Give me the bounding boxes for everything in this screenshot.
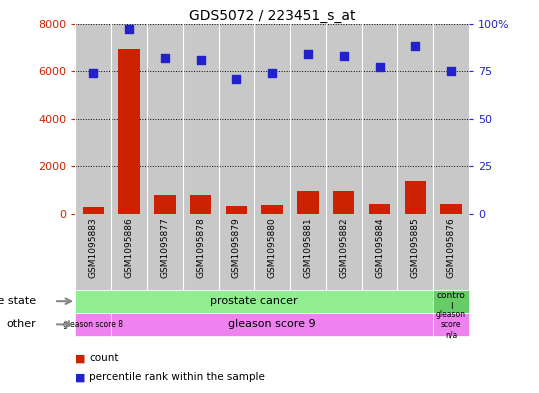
Bar <box>82 207 104 213</box>
Point <box>232 75 241 82</box>
Point <box>196 57 205 63</box>
Bar <box>405 181 426 213</box>
Point <box>375 64 384 70</box>
Point <box>411 43 419 50</box>
Text: GSM1095882: GSM1095882 <box>339 217 348 278</box>
Text: gleason score 8: gleason score 8 <box>64 320 123 329</box>
Text: gleason
score
n/a: gleason score n/a <box>436 310 466 339</box>
Text: GSM1095880: GSM1095880 <box>268 217 277 278</box>
Text: gleason score 9: gleason score 9 <box>229 320 316 329</box>
Text: count: count <box>89 353 119 364</box>
Text: GSM1095884: GSM1095884 <box>375 217 384 278</box>
Bar <box>297 191 319 213</box>
Text: ■: ■ <box>75 353 86 364</box>
Text: ■: ■ <box>75 372 86 382</box>
Text: GSM1095881: GSM1095881 <box>303 217 313 278</box>
Title: GDS5072 / 223451_s_at: GDS5072 / 223451_s_at <box>189 9 355 22</box>
Bar <box>433 313 469 336</box>
Bar <box>119 48 140 213</box>
Point <box>268 70 277 76</box>
Point <box>303 51 312 57</box>
Bar <box>369 204 390 213</box>
Text: GSM1095879: GSM1095879 <box>232 217 241 278</box>
Bar <box>440 204 462 213</box>
Text: GSM1095878: GSM1095878 <box>196 217 205 278</box>
Point <box>161 55 169 61</box>
Bar <box>190 195 211 213</box>
Bar <box>75 313 111 336</box>
Text: GSM1095876: GSM1095876 <box>446 217 455 278</box>
Bar <box>261 205 283 213</box>
Point <box>125 26 134 33</box>
Bar <box>111 313 433 336</box>
Text: GSM1095877: GSM1095877 <box>161 217 169 278</box>
Text: GSM1095883: GSM1095883 <box>89 217 98 278</box>
Text: GSM1095885: GSM1095885 <box>411 217 420 278</box>
Point <box>447 68 455 74</box>
Bar <box>333 191 355 213</box>
Text: other: other <box>6 320 36 329</box>
Text: percentile rank within the sample: percentile rank within the sample <box>89 372 265 382</box>
Point <box>340 53 348 59</box>
Text: prostate cancer: prostate cancer <box>211 296 298 306</box>
Text: GSM1095886: GSM1095886 <box>125 217 134 278</box>
Point <box>89 70 98 76</box>
Text: disease state: disease state <box>0 296 36 306</box>
Bar <box>433 290 469 313</box>
Bar <box>154 195 176 213</box>
Text: contro
l: contro l <box>437 292 466 311</box>
Bar <box>226 206 247 213</box>
